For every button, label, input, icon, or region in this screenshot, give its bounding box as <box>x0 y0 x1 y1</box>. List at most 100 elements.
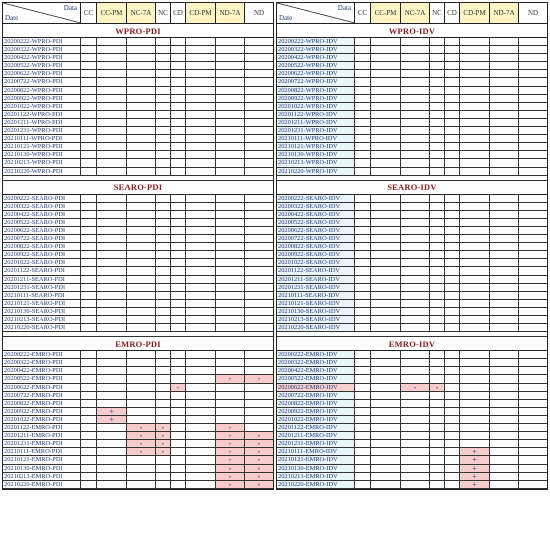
empty-cell <box>156 70 171 78</box>
row-label: 20200322-EMRO-IDV <box>277 359 355 367</box>
row-label: 20200922-WPRO-IDV <box>277 94 355 102</box>
empty-cell <box>127 202 156 210</box>
empty-cell <box>460 432 490 440</box>
mark-cell: - <box>127 432 156 440</box>
empty-cell <box>97 135 127 143</box>
row-label: 20200822-WPRO-PDI <box>3 86 81 94</box>
empty-cell <box>171 283 186 291</box>
empty-cell <box>186 424 216 432</box>
empty-cell <box>490 62 519 70</box>
table-row: 20201122-SEARO-PDI <box>3 267 273 276</box>
table-row: 20200522-WPRO-IDV <box>277 62 547 71</box>
row-label: 20200222-EMRO-IDV <box>277 351 355 359</box>
column-header-cc-pm: CC-PM <box>97 3 127 23</box>
empty-cell <box>186 218 216 226</box>
table-row: 20200622-EMRO-IDV - - <box>277 383 547 392</box>
empty-cell <box>371 259 401 267</box>
empty-cell <box>460 135 490 143</box>
row-label: 20200522-EMRO-PDI <box>3 375 81 383</box>
empty-cell <box>355 299 371 307</box>
table-row: 20200322-EMRO-IDV <box>277 359 547 368</box>
empty-cell <box>460 235 490 243</box>
empty-cell <box>81 251 97 259</box>
empty-cell <box>519 351 547 358</box>
table-row: 20210220-WPRO-PDI <box>3 167 273 176</box>
empty-cell <box>371 70 401 78</box>
empty-cell <box>245 95 273 102</box>
empty-cell <box>371 316 401 324</box>
empty-cell <box>171 38 186 46</box>
empty-cell <box>186 46 216 54</box>
empty-cell <box>445 110 460 118</box>
empty-cell <box>81 202 97 210</box>
empty-cell <box>430 316 445 324</box>
empty-cell <box>81 399 97 407</box>
empty-cell <box>245 219 273 226</box>
empty-cell <box>490 283 519 291</box>
empty-cell <box>401 167 430 175</box>
empty-cell <box>216 135 245 143</box>
empty-cell <box>460 167 490 175</box>
empty-cell <box>401 283 430 291</box>
empty-cell <box>245 203 273 210</box>
table-row: 20200222-WPRO-PDI <box>3 38 273 47</box>
empty-cell <box>97 143 127 151</box>
mark-cell: - <box>245 456 273 464</box>
empty-cell <box>355 78 371 86</box>
empty-cell <box>81 70 97 78</box>
table-row: 20201211-SEARO-PDI <box>3 275 273 284</box>
empty-cell <box>430 102 445 110</box>
empty-cell <box>156 127 171 135</box>
row-label: 20201122-WPRO-IDV <box>277 110 355 118</box>
empty-cell <box>216 210 245 218</box>
empty-cell <box>430 375 445 383</box>
empty-cell <box>490 375 519 383</box>
data-date-corner-cell: Data Date <box>277 3 355 23</box>
empty-cell <box>81 456 97 464</box>
empty-cell <box>355 464 371 472</box>
empty-cell <box>81 283 97 291</box>
empty-cell <box>430 251 445 259</box>
empty-cell <box>97 316 127 324</box>
empty-cell <box>97 110 127 118</box>
empty-cell <box>127 159 156 167</box>
empty-cell <box>371 307 401 315</box>
row-label: 20210220-EMRO-PDI <box>3 480 81 488</box>
empty-cell <box>490 367 519 375</box>
column-header-nc: NC <box>430 3 445 23</box>
row-label: 20200922-WPRO-PDI <box>3 94 81 102</box>
empty-cell <box>97 62 127 70</box>
mark-cell: - <box>171 383 186 391</box>
empty-cell <box>355 432 371 440</box>
empty-cell <box>186 143 216 151</box>
empty-cell <box>97 375 127 383</box>
empty-cell <box>430 299 445 307</box>
table-row: 20200422-EMRO-IDV <box>277 367 547 376</box>
table-row: 20200622-SEARO-IDV <box>277 226 547 236</box>
empty-cell <box>519 448 547 455</box>
empty-cell <box>445 259 460 267</box>
empty-cell <box>445 102 460 110</box>
empty-cell <box>490 316 519 324</box>
row-label: 20201211-SEARO-PDI <box>3 275 81 283</box>
mark-cell: - <box>216 440 245 448</box>
empty-cell <box>97 307 127 315</box>
table-row: 20201211-SEARO-IDV <box>277 275 547 284</box>
empty-cell <box>519 119 547 126</box>
column-header-nd: ND <box>519 3 547 23</box>
empty-cell <box>81 210 97 218</box>
section-title-emro-pdi: EMRO-PDI <box>3 337 273 352</box>
column-header-nc: NC <box>156 3 171 23</box>
empty-cell <box>460 324 490 332</box>
empty-cell <box>445 291 460 299</box>
empty-cell <box>186 383 216 391</box>
empty-cell <box>171 324 186 332</box>
row-label: 20200522-WPRO-IDV <box>277 62 355 70</box>
mark-cell: - <box>245 464 273 472</box>
empty-cell <box>156 472 171 480</box>
empty-cell <box>519 375 547 382</box>
pdi-panel: Data Date CC CC-PM NC-7A NC CD CD-PM ND-7A ND WPRO… <box>2 2 274 490</box>
empty-cell <box>186 62 216 70</box>
empty-cell <box>186 283 216 291</box>
empty-cell <box>355 480 371 488</box>
